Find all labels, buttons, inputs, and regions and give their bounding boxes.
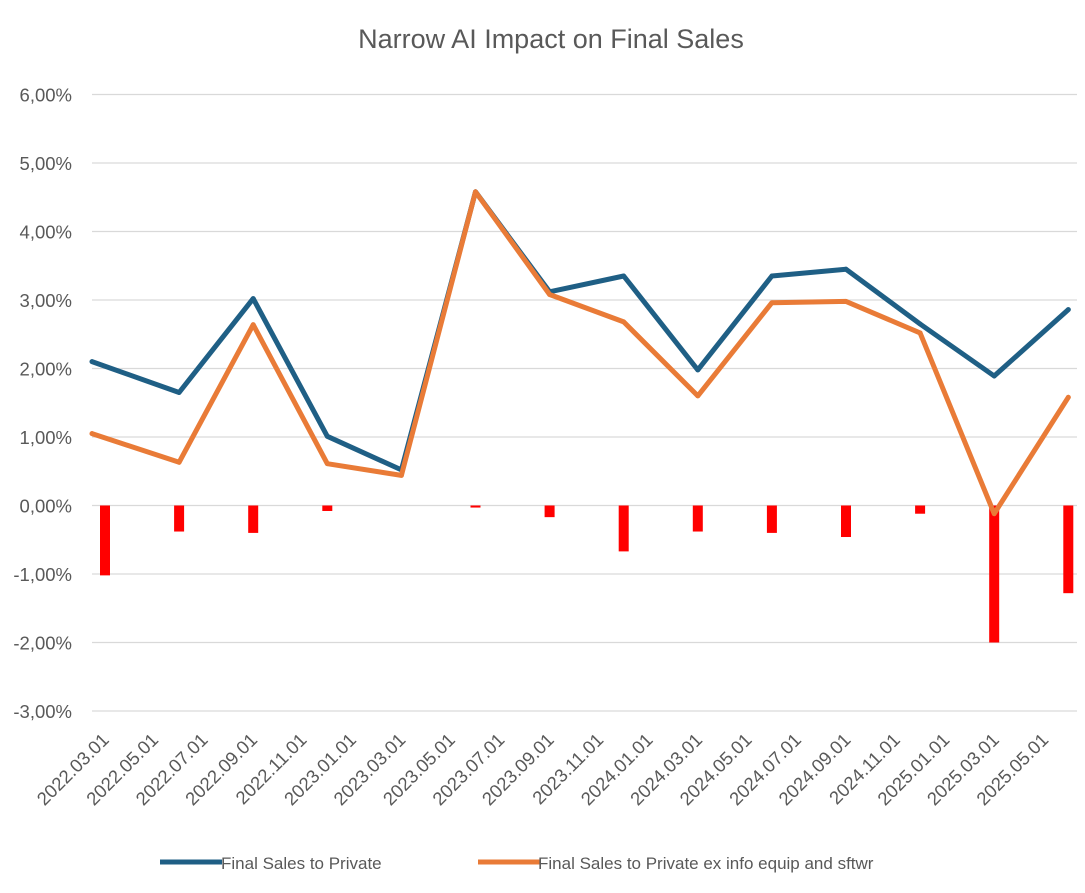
chart-title: Narrow AI Impact on Final Sales <box>358 24 744 54</box>
series-point-1-12 <box>991 373 997 379</box>
difference-bar-2022-10-01 <box>322 505 333 511</box>
difference-bar-2022-04-01 <box>174 505 185 532</box>
gridlines <box>92 93 1077 712</box>
series-point-1-13 <box>1065 307 1071 312</box>
difference-bar-2023-10-01 <box>618 505 629 552</box>
series-point-2-12 <box>991 511 997 517</box>
y-tick-label: 0,00% <box>20 496 72 517</box>
difference-bar-2022-07-01 <box>248 505 259 533</box>
series-point-2-8 <box>695 393 701 399</box>
series-point-2-9 <box>769 300 775 306</box>
series-point-1-11 <box>917 321 923 327</box>
series-point-2-7 <box>621 319 627 325</box>
difference-bar-2025-04-01 <box>1063 505 1074 594</box>
difference-bars <box>100 505 1074 643</box>
series-point-2-5 <box>473 189 478 195</box>
y-tick-label: -3,00% <box>13 701 72 722</box>
difference-bar-2023-07-01 <box>544 505 555 518</box>
series-point-2-0 <box>89 431 95 436</box>
x-axis-tick-labels: 2022.03.012022.05.012022.07.012022.09.01… <box>33 729 1053 809</box>
series-lines <box>89 189 1071 517</box>
difference-bar-2024-10-01 <box>915 505 926 514</box>
y-tick-label: 6,00% <box>20 85 72 106</box>
difference-bar-2025-01-01 <box>989 505 1000 643</box>
y-axis-tick-labels: 6,00% 5,00% 4,00% 3,00% 2,00% 1,00% 0,00% -1,00… <box>13 85 72 723</box>
series-point-2-1 <box>176 459 182 465</box>
difference-bar-2024-07-01 <box>841 505 851 538</box>
series-point-2-11 <box>917 330 923 336</box>
difference-bar-2022-01-01 <box>100 505 110 576</box>
series-point-2-4 <box>399 472 404 478</box>
y-tick-label: 2,00% <box>20 359 72 380</box>
y-tick-label: 1,00% <box>20 427 72 448</box>
series-point-1-2 <box>250 296 256 302</box>
y-tick-label: 4,00% <box>20 222 72 243</box>
series-point-1-7 <box>621 273 627 279</box>
series-point-2-3 <box>324 461 330 467</box>
legend-label-final-sales-ex-info: Final Sales to Private ex info equip and… <box>538 854 874 873</box>
series-point-1-10 <box>843 266 849 272</box>
series-point-2-6 <box>547 292 552 297</box>
series-point-2-10 <box>843 298 849 304</box>
legend-label-final-sales-private: Final Sales to Private <box>221 854 382 873</box>
legend: Final Sales to Private Final Sales to Pr… <box>160 854 874 873</box>
series-point-1-3 <box>324 433 330 439</box>
series-line-final-sales-to-private-ex-info-equip-and-sftwr <box>89 189 1071 517</box>
difference-bar-2023-04-01 <box>470 505 481 508</box>
y-tick-label: 3,00% <box>20 290 72 311</box>
difference-bar-2024-04-01 <box>766 505 777 533</box>
series-point-1-9 <box>769 273 775 279</box>
series-point-2-13 <box>1065 394 1071 400</box>
series-point-1-1 <box>176 390 182 395</box>
series-point-1-8 <box>695 367 701 373</box>
series-point-2-2 <box>250 322 256 328</box>
series-line-final-sales-to-private <box>89 189 1071 473</box>
legend-entry-final-sales-ex-info[interactable]: Final Sales to Private ex info equip and… <box>478 854 874 873</box>
y-tick-label: 5,00% <box>20 153 72 174</box>
legend-entry-final-sales-private[interactable]: Final Sales to Private <box>160 854 382 873</box>
y-tick-label: -1,00% <box>13 564 72 585</box>
difference-bar-2024-01-01 <box>692 505 703 532</box>
y-tick-label: -2,00% <box>13 633 72 654</box>
series-point-1-0 <box>89 359 95 365</box>
